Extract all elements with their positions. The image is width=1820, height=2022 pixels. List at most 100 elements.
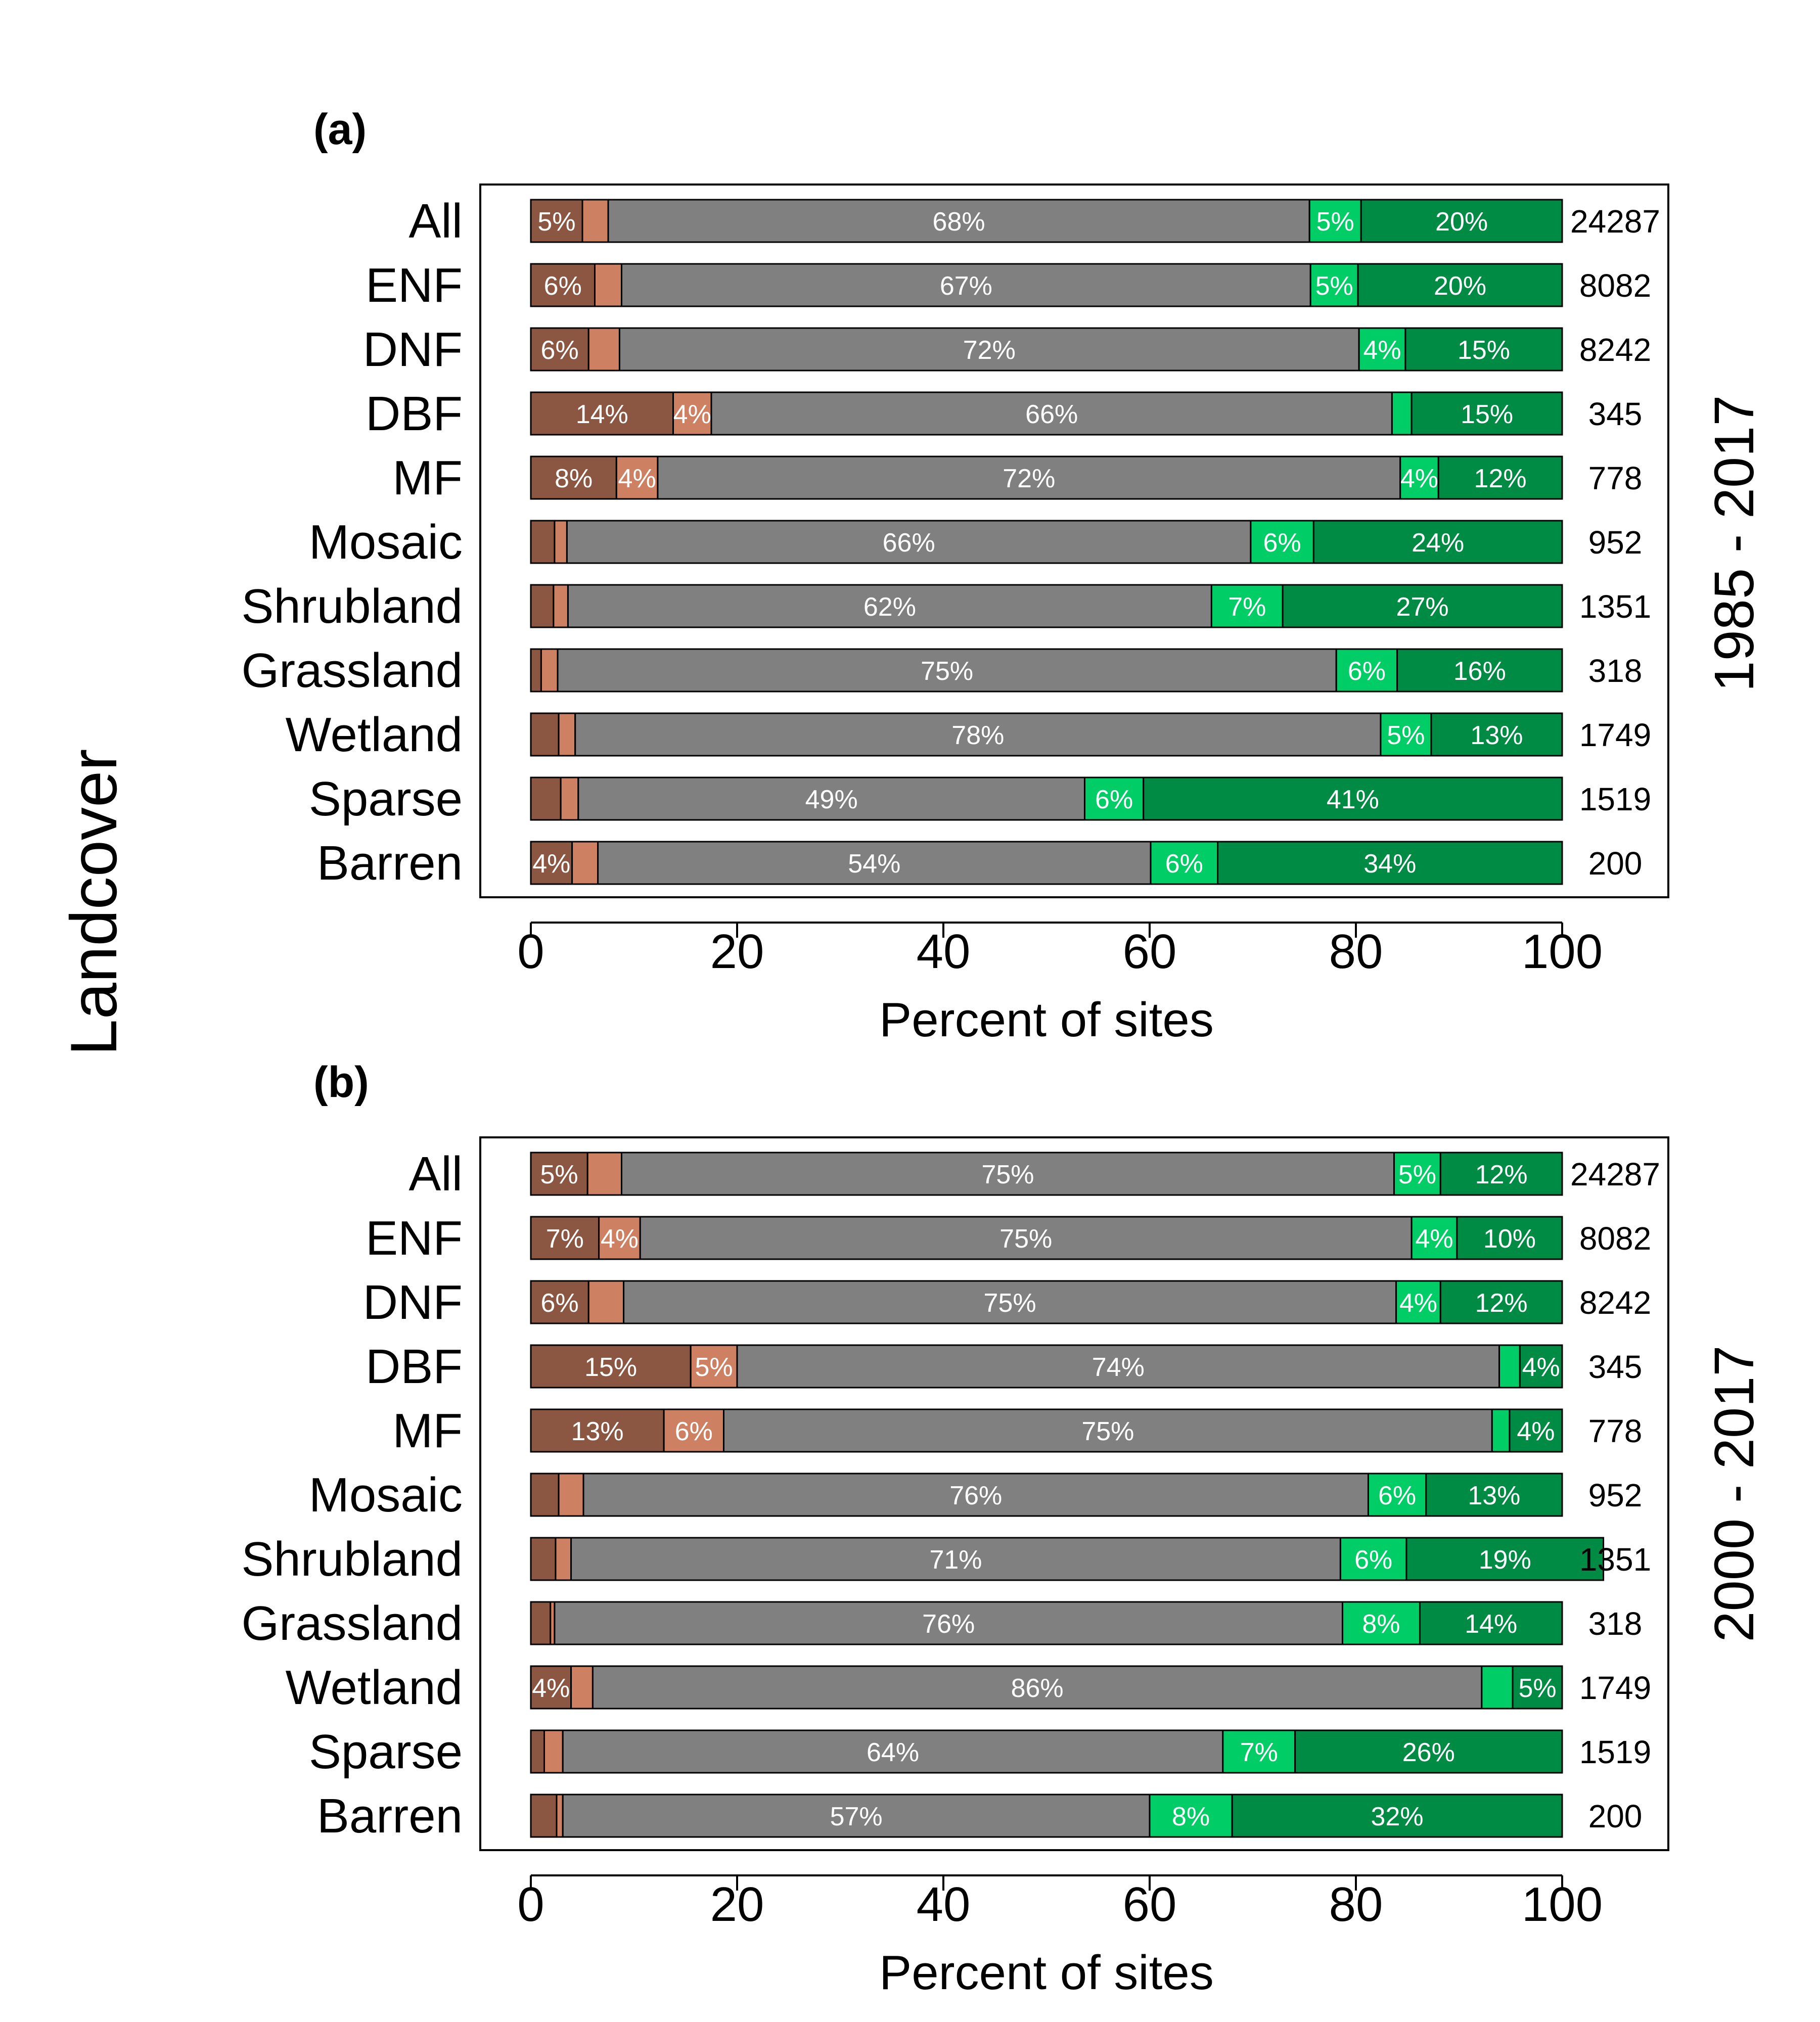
bar-segment: [1519, 1344, 1563, 1389]
segment-value-label: 57%: [830, 1802, 883, 1831]
category-label: ENF: [366, 1211, 463, 1265]
category-label: Grassland: [241, 644, 463, 698]
chart-panel-a: (a) 1985 - 2017 All 5% 68% 5% 20% 24287 ENF 6% 67%…: [241, 105, 1765, 1047]
bar-segment: [562, 1794, 1151, 1838]
bar-segment: [555, 1537, 572, 1581]
bar-segment: [1498, 1344, 1521, 1389]
site-count-label: 778: [1588, 1413, 1643, 1449]
site-count-label: 778: [1588, 460, 1643, 496]
category-label: Wetland: [286, 1661, 463, 1715]
bar-segment: [530, 1408, 665, 1453]
bar-segment: [1294, 1729, 1563, 1774]
bar-segment: [1341, 1601, 1421, 1645]
bar-segment: [530, 391, 674, 436]
category-label: DNF: [363, 323, 463, 377]
bar-segment: [657, 455, 1401, 500]
segment-value-label: 12%: [1475, 1289, 1528, 1318]
segment-value-label: 75%: [981, 1160, 1034, 1189]
site-count-label: 1351: [1579, 588, 1651, 625]
segment-value-label: 54%: [848, 849, 900, 879]
bar-segment: [540, 648, 559, 693]
segment-value-label: 15%: [1461, 400, 1513, 429]
category-label: Mosaic: [309, 1468, 463, 1522]
x-tick-label: 60: [1123, 925, 1177, 979]
site-count-label: 200: [1588, 1798, 1643, 1834]
bar-segment: [530, 1280, 589, 1324]
segment-value-label: 66%: [1025, 400, 1078, 429]
segment-value-label: 5%: [540, 1160, 578, 1189]
bar-segment: [530, 520, 556, 564]
bar-segment: [530, 263, 596, 307]
bar-segment: [557, 648, 1337, 693]
bar-segment: [1367, 1473, 1427, 1517]
segment-value-label: 75%: [984, 1289, 1036, 1318]
site-count-label: 24287: [1570, 1156, 1660, 1192]
segment-value-label: 5%: [1518, 1674, 1556, 1703]
bar-segment: [1437, 455, 1563, 500]
bar-segment: [1481, 1665, 1514, 1710]
period-label: 1985 - 2017: [1703, 395, 1765, 692]
segment-value-label: 13%: [1468, 1481, 1520, 1510]
bar-segment: [1439, 1280, 1563, 1324]
category-label: Barren: [317, 1789, 463, 1843]
bar-segment: [530, 1473, 560, 1517]
segment-value-label: 6%: [1348, 657, 1386, 686]
segment-value-label: 8%: [555, 464, 593, 493]
segment-value-label: 6%: [675, 1417, 713, 1446]
bar-segment: [556, 1794, 564, 1838]
segment-value-label: 8%: [1362, 1610, 1400, 1639]
bar-segment: [1210, 584, 1284, 628]
bar-segment: [594, 263, 623, 307]
segment-value-label: 5%: [1316, 207, 1354, 237]
segment-value-label: 75%: [999, 1224, 1052, 1254]
segment-value-label: 13%: [571, 1417, 624, 1446]
x-axis-title: Percent of sites: [879, 993, 1214, 1047]
segment-value-label: 19%: [1479, 1545, 1531, 1575]
bar-segment: [543, 1729, 564, 1774]
bar-segment: [587, 327, 620, 372]
segment-value-label: 4%: [1415, 1224, 1453, 1254]
category-label: Shrubland: [241, 579, 463, 633]
bar-segment: [1282, 584, 1563, 628]
bar-segment: [530, 648, 542, 693]
bar-segment: [710, 391, 1393, 436]
segment-value-label: 5%: [1387, 721, 1425, 750]
site-count-label: 1749: [1579, 1670, 1651, 1706]
segment-value-label: 8%: [1172, 1802, 1210, 1831]
category-label: All: [408, 194, 463, 248]
bar-segment: [554, 1601, 1343, 1645]
bar-segment: [530, 1537, 557, 1581]
segment-value-label: 67%: [940, 271, 992, 301]
category-label: DBF: [366, 387, 463, 441]
bar-segment: [530, 712, 560, 757]
segment-value-label: 75%: [921, 657, 973, 686]
site-count-label: 345: [1588, 396, 1643, 432]
bar-segment: [586, 1152, 623, 1196]
panel-label: (b): [313, 1058, 369, 1107]
segment-value-label: 26%: [1402, 1738, 1455, 1767]
segment-value-label: 75%: [1081, 1417, 1134, 1446]
plot-frame: [479, 183, 1669, 898]
segment-value-label: 5%: [1398, 1160, 1436, 1189]
segment-value-label: 6%: [1263, 528, 1301, 558]
segment-value-label: 4%: [532, 849, 570, 879]
bar-segment: [1410, 391, 1563, 436]
bar-segment: [623, 1280, 1397, 1324]
bar-segment: [1357, 263, 1563, 307]
bar-segment: [581, 199, 609, 243]
site-count-label: 318: [1588, 653, 1643, 689]
segment-value-label: 5%: [537, 207, 575, 237]
plot-frame: [479, 1136, 1669, 1851]
x-tick-label: 100: [1522, 925, 1603, 979]
bar-segment: [1150, 841, 1219, 885]
segment-value-label: 4%: [532, 1674, 570, 1703]
x-axis-title: Percent of sites: [879, 1946, 1214, 2000]
segment-value-label: 7%: [546, 1224, 584, 1254]
bar-segment: [1405, 1537, 1605, 1581]
x-tick-label: 20: [710, 925, 764, 979]
segment-value-label: 86%: [1011, 1674, 1064, 1703]
bar-segment: [1404, 327, 1563, 372]
site-count-label: 8082: [1579, 267, 1651, 304]
x-tick-label: 0: [517, 925, 544, 979]
